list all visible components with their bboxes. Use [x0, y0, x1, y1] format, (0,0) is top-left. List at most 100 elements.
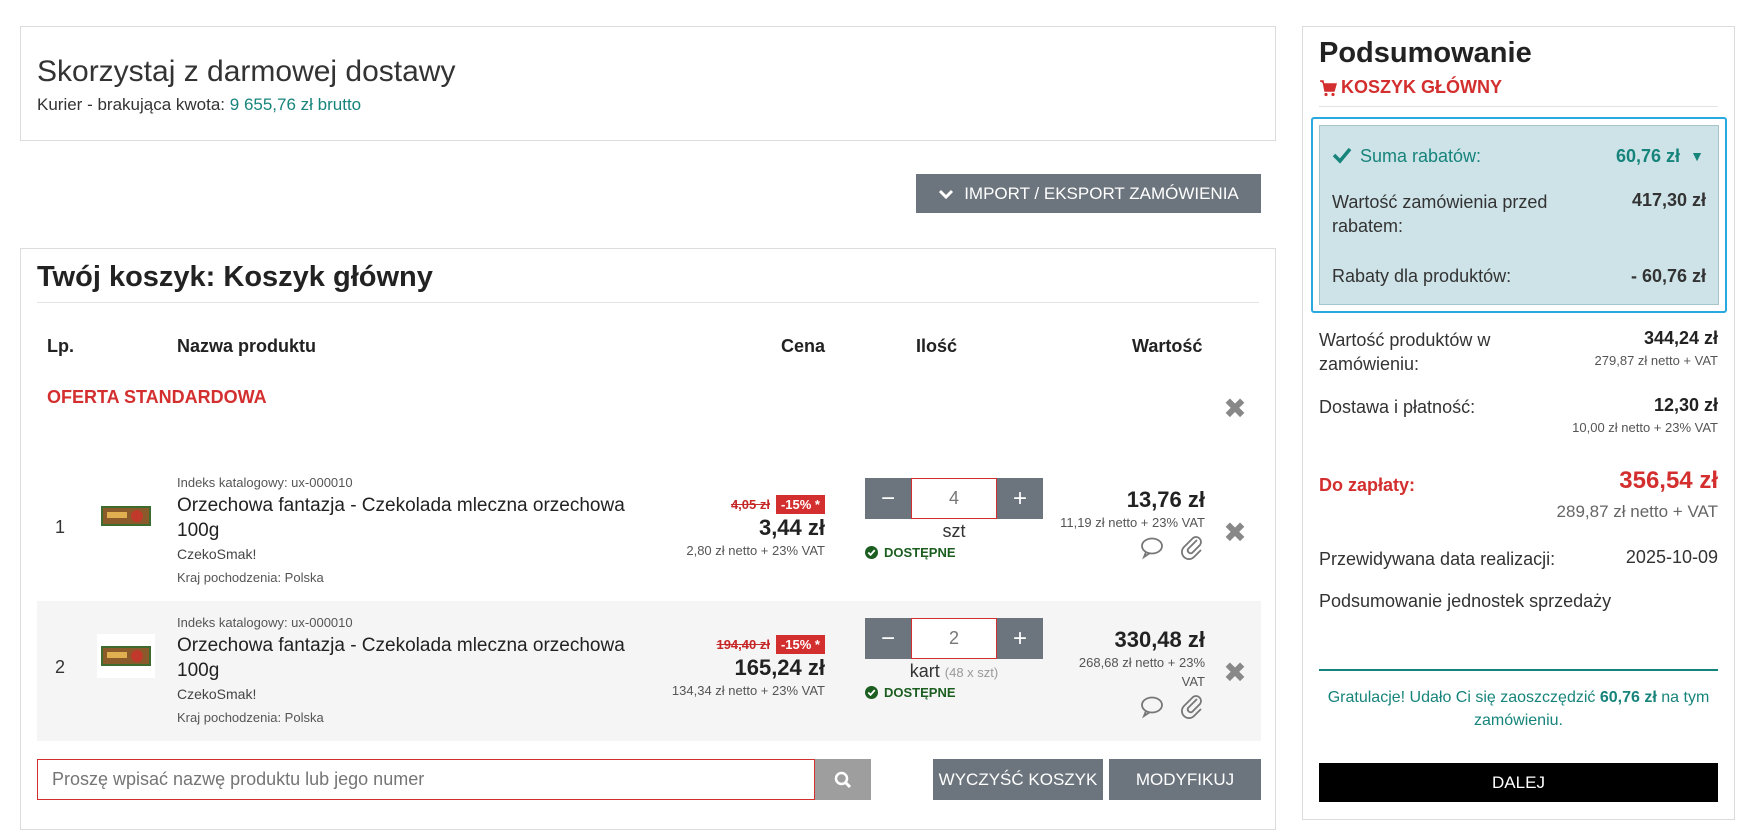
- before-discount-value: 417,30 zł: [1631, 190, 1706, 210]
- product-search-input[interactable]: [37, 759, 815, 800]
- catalog-index: Indeks katalogowy: ux-000010: [177, 475, 353, 490]
- column-header-price: Cena: [781, 336, 826, 356]
- price-cell: 194,40 zł -15% * 165,24 zł 134,34 zł net…: [635, 635, 825, 700]
- quantity-input[interactable]: [911, 478, 997, 519]
- check-circle-icon: [865, 546, 878, 559]
- discounts-label: Suma rabatów:: [1360, 146, 1482, 166]
- availability-label: DOSTĘPNE: [884, 545, 956, 560]
- before-discount-label: Wartość zamówienia przed rabatem:: [1332, 192, 1548, 236]
- product-info: Indeks katalogowy: ux-000010 Orzechowa f…: [177, 475, 637, 585]
- unit-price: 3,44 zł: [758, 515, 825, 540]
- chevron-down-icon: [939, 189, 954, 199]
- column-header-lp: Lp.: [47, 336, 74, 356]
- offer-label: OFERTA STANDARDOWA: [47, 387, 267, 407]
- old-price: 4,05 zł: [730, 497, 770, 512]
- delivery-value-netto: 10,00 zł netto + 23% VAT: [1572, 420, 1718, 435]
- discounts-value: 60,76 zł: [1615, 146, 1680, 166]
- products-value: 344,24 zł 279,87 zł netto + VAT: [1595, 328, 1718, 368]
- unit-label: szt: [942, 521, 966, 541]
- catalog-index: Indeks katalogowy: ux-000010: [177, 615, 353, 630]
- product-origin: Kraj pochodzenia: Polska: [177, 570, 324, 585]
- product-discounts-label: Rabaty dla produktów:: [1332, 266, 1512, 286]
- congratulations-message: Gratulacje! Udało Ci się zaoszczędzić 60…: [1319, 686, 1718, 732]
- product-brand: CzekoSmak!: [177, 686, 257, 702]
- availability-status: DOSTĘPNE: [865, 545, 1043, 560]
- search-button[interactable]: [815, 759, 871, 800]
- divider: [37, 302, 1259, 303]
- missing-amount-value: 9 655,76 zł brutto: [229, 95, 362, 114]
- summary-panel: Podsumowanie KOSZYK GŁÓWNY Suma rabatów:…: [1302, 26, 1735, 820]
- comment-icon[interactable]: [1139, 693, 1165, 719]
- summary-cart-name: KOSZYK GŁÓWNY: [1319, 77, 1502, 98]
- product-name-link[interactable]: Orzechowa fantazja - Czekolada mleczna o…: [177, 495, 625, 541]
- grats-text: Gratulacje! Udało Ci się zaoszczędzić: [1327, 689, 1596, 706]
- product-brand: CzekoSmak!: [177, 546, 257, 562]
- clear-cart-button[interactable]: WYCZYŚĆ KOSZYK: [933, 759, 1103, 800]
- search-icon: [834, 771, 852, 788]
- delivery-value-amount: 12,30 zł: [1653, 395, 1718, 415]
- column-header-name: Nazwa produktu: [177, 336, 317, 356]
- price-cell: 4,05 zł -15% * 3,44 zł 2,80 zł netto + 2…: [635, 495, 825, 560]
- remove-offer-icon[interactable]: ✖: [1223, 393, 1247, 424]
- divider: [1319, 669, 1718, 671]
- sales-units-summary-link[interactable]: Podsumowanie jednostek sprzedaży: [1319, 591, 1612, 611]
- check-circle-icon: [865, 686, 878, 699]
- table-row: 2 Indeks katalogowy: ux-000010 Orzechowa…: [37, 601, 1261, 741]
- discount-badge: -15% *: [775, 495, 825, 514]
- unit-price-netto: 134,34 zł netto + 23% VAT: [671, 683, 825, 698]
- decrease-qty-button[interactable]: −: [865, 618, 911, 659]
- quantity-unit: szt: [865, 521, 1043, 542]
- quantity-input[interactable]: [911, 618, 997, 659]
- divider: [1319, 106, 1718, 107]
- product-thumbnail[interactable]: [97, 634, 155, 678]
- free-delivery-box: Skorzystaj z darmowej dostawy Kurier - b…: [20, 26, 1276, 141]
- availability-label: DOSTĘPNE: [884, 685, 956, 700]
- increase-qty-button[interactable]: +: [997, 618, 1043, 659]
- value-cell: 13,76 zł 11,19 zł netto + 23% VAT: [1015, 487, 1205, 560]
- products-value-label: Wartość produktów w zamówieniu:: [1319, 330, 1491, 374]
- to-pay-value: 356,54 zł: [1619, 467, 1718, 494]
- product-name-link[interactable]: Orzechowa fantazja - Czekolada mleczna o…: [177, 635, 625, 681]
- discounts-box[interactable]: Suma rabatów: 60,76 zł ▼ Wartość zamówie…: [1311, 117, 1727, 313]
- modify-button[interactable]: MODYFIKUJ: [1109, 759, 1261, 800]
- missing-amount-line: Kurier - brakująca kwota: 9 655,76 zł br…: [37, 95, 1259, 115]
- increase-qty-button[interactable]: +: [997, 478, 1043, 519]
- product-thumbnail[interactable]: [97, 494, 155, 538]
- triangle-down-icon[interactable]: ▼: [1690, 148, 1704, 164]
- unit-price: 165,24 zł: [734, 655, 825, 680]
- row-number: 2: [55, 657, 66, 677]
- decrease-qty-button[interactable]: −: [865, 478, 911, 519]
- cart-icon: [1320, 79, 1337, 96]
- product-discounts-value: - 60,76 zł: [1630, 266, 1706, 286]
- remove-item-icon[interactable]: ✖: [1223, 517, 1247, 548]
- cart-name-label: KOSZYK GŁÓWNY: [1341, 77, 1502, 97]
- products-value-amount: 344,24 zł: [1643, 328, 1718, 348]
- unit-label: kart: [909, 661, 940, 681]
- row-value-netto: 268,68 zł netto + 23% VAT: [1078, 655, 1205, 689]
- cart-title: Twój koszyk: Koszyk główny: [37, 261, 433, 293]
- row-value: 330,48 zł: [1114, 627, 1205, 652]
- column-header-qty: Ilość: [916, 336, 958, 356]
- grats-text-end: na tym zamówieniu.: [1474, 689, 1710, 729]
- missing-amount-label: Kurier - brakująca kwota:: [37, 95, 226, 114]
- import-export-button[interactable]: IMPORT / EKSPORT ZAMÓWIENIA: [916, 174, 1261, 213]
- next-button[interactable]: DALEJ: [1319, 763, 1718, 802]
- realization-date-label: Przewidywana data realizacji:: [1319, 549, 1556, 569]
- quantity-stepper: − + kart (48 x szt) DOSTĘPNE: [865, 618, 1043, 700]
- paperclip-icon[interactable]: [1179, 693, 1205, 719]
- row-value-netto: 11,19 zł netto + 23% VAT: [1060, 515, 1205, 530]
- comment-icon[interactable]: [1139, 534, 1165, 560]
- delivery-label: Dostawa i płatność:: [1319, 397, 1476, 417]
- products-value-netto: 279,87 zł netto + VAT: [1594, 353, 1718, 368]
- table-row: 1 Indeks katalogowy: ux-000010 Orzechowa…: [37, 461, 1261, 601]
- column-header-value: Wartość: [1132, 336, 1203, 356]
- row-number: 1: [55, 517, 66, 537]
- paperclip-icon[interactable]: [1179, 534, 1205, 560]
- realization-date-value: 2025-10-09: [1625, 547, 1718, 567]
- delivery-value: 12,30 zł 10,00 zł netto + 23% VAT: [1572, 395, 1718, 435]
- quantity-stepper: − + szt DOSTĘPNE: [865, 478, 1043, 560]
- remove-item-icon[interactable]: ✖: [1223, 657, 1247, 688]
- cart-panel: Twój koszyk: Koszyk główny Lp. Nazwa pro…: [20, 248, 1276, 830]
- unit-price-netto: 2,80 zł netto + 23% VAT: [686, 543, 825, 558]
- checkmark-icon: [1332, 147, 1352, 164]
